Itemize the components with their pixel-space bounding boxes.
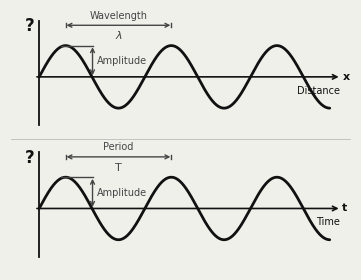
- Text: Wavelength: Wavelength: [90, 11, 147, 21]
- Text: x: x: [342, 72, 349, 82]
- Text: Period: Period: [103, 143, 134, 153]
- Text: Time: Time: [316, 217, 340, 227]
- Text: Amplitude: Amplitude: [97, 188, 147, 198]
- Text: t: t: [342, 204, 348, 213]
- Text: T: T: [115, 162, 122, 172]
- Text: Distance: Distance: [297, 86, 340, 96]
- Text: λ: λ: [115, 31, 122, 41]
- Text: ?: ?: [25, 149, 35, 167]
- Text: ?: ?: [25, 17, 35, 36]
- Text: Amplitude: Amplitude: [97, 56, 147, 66]
